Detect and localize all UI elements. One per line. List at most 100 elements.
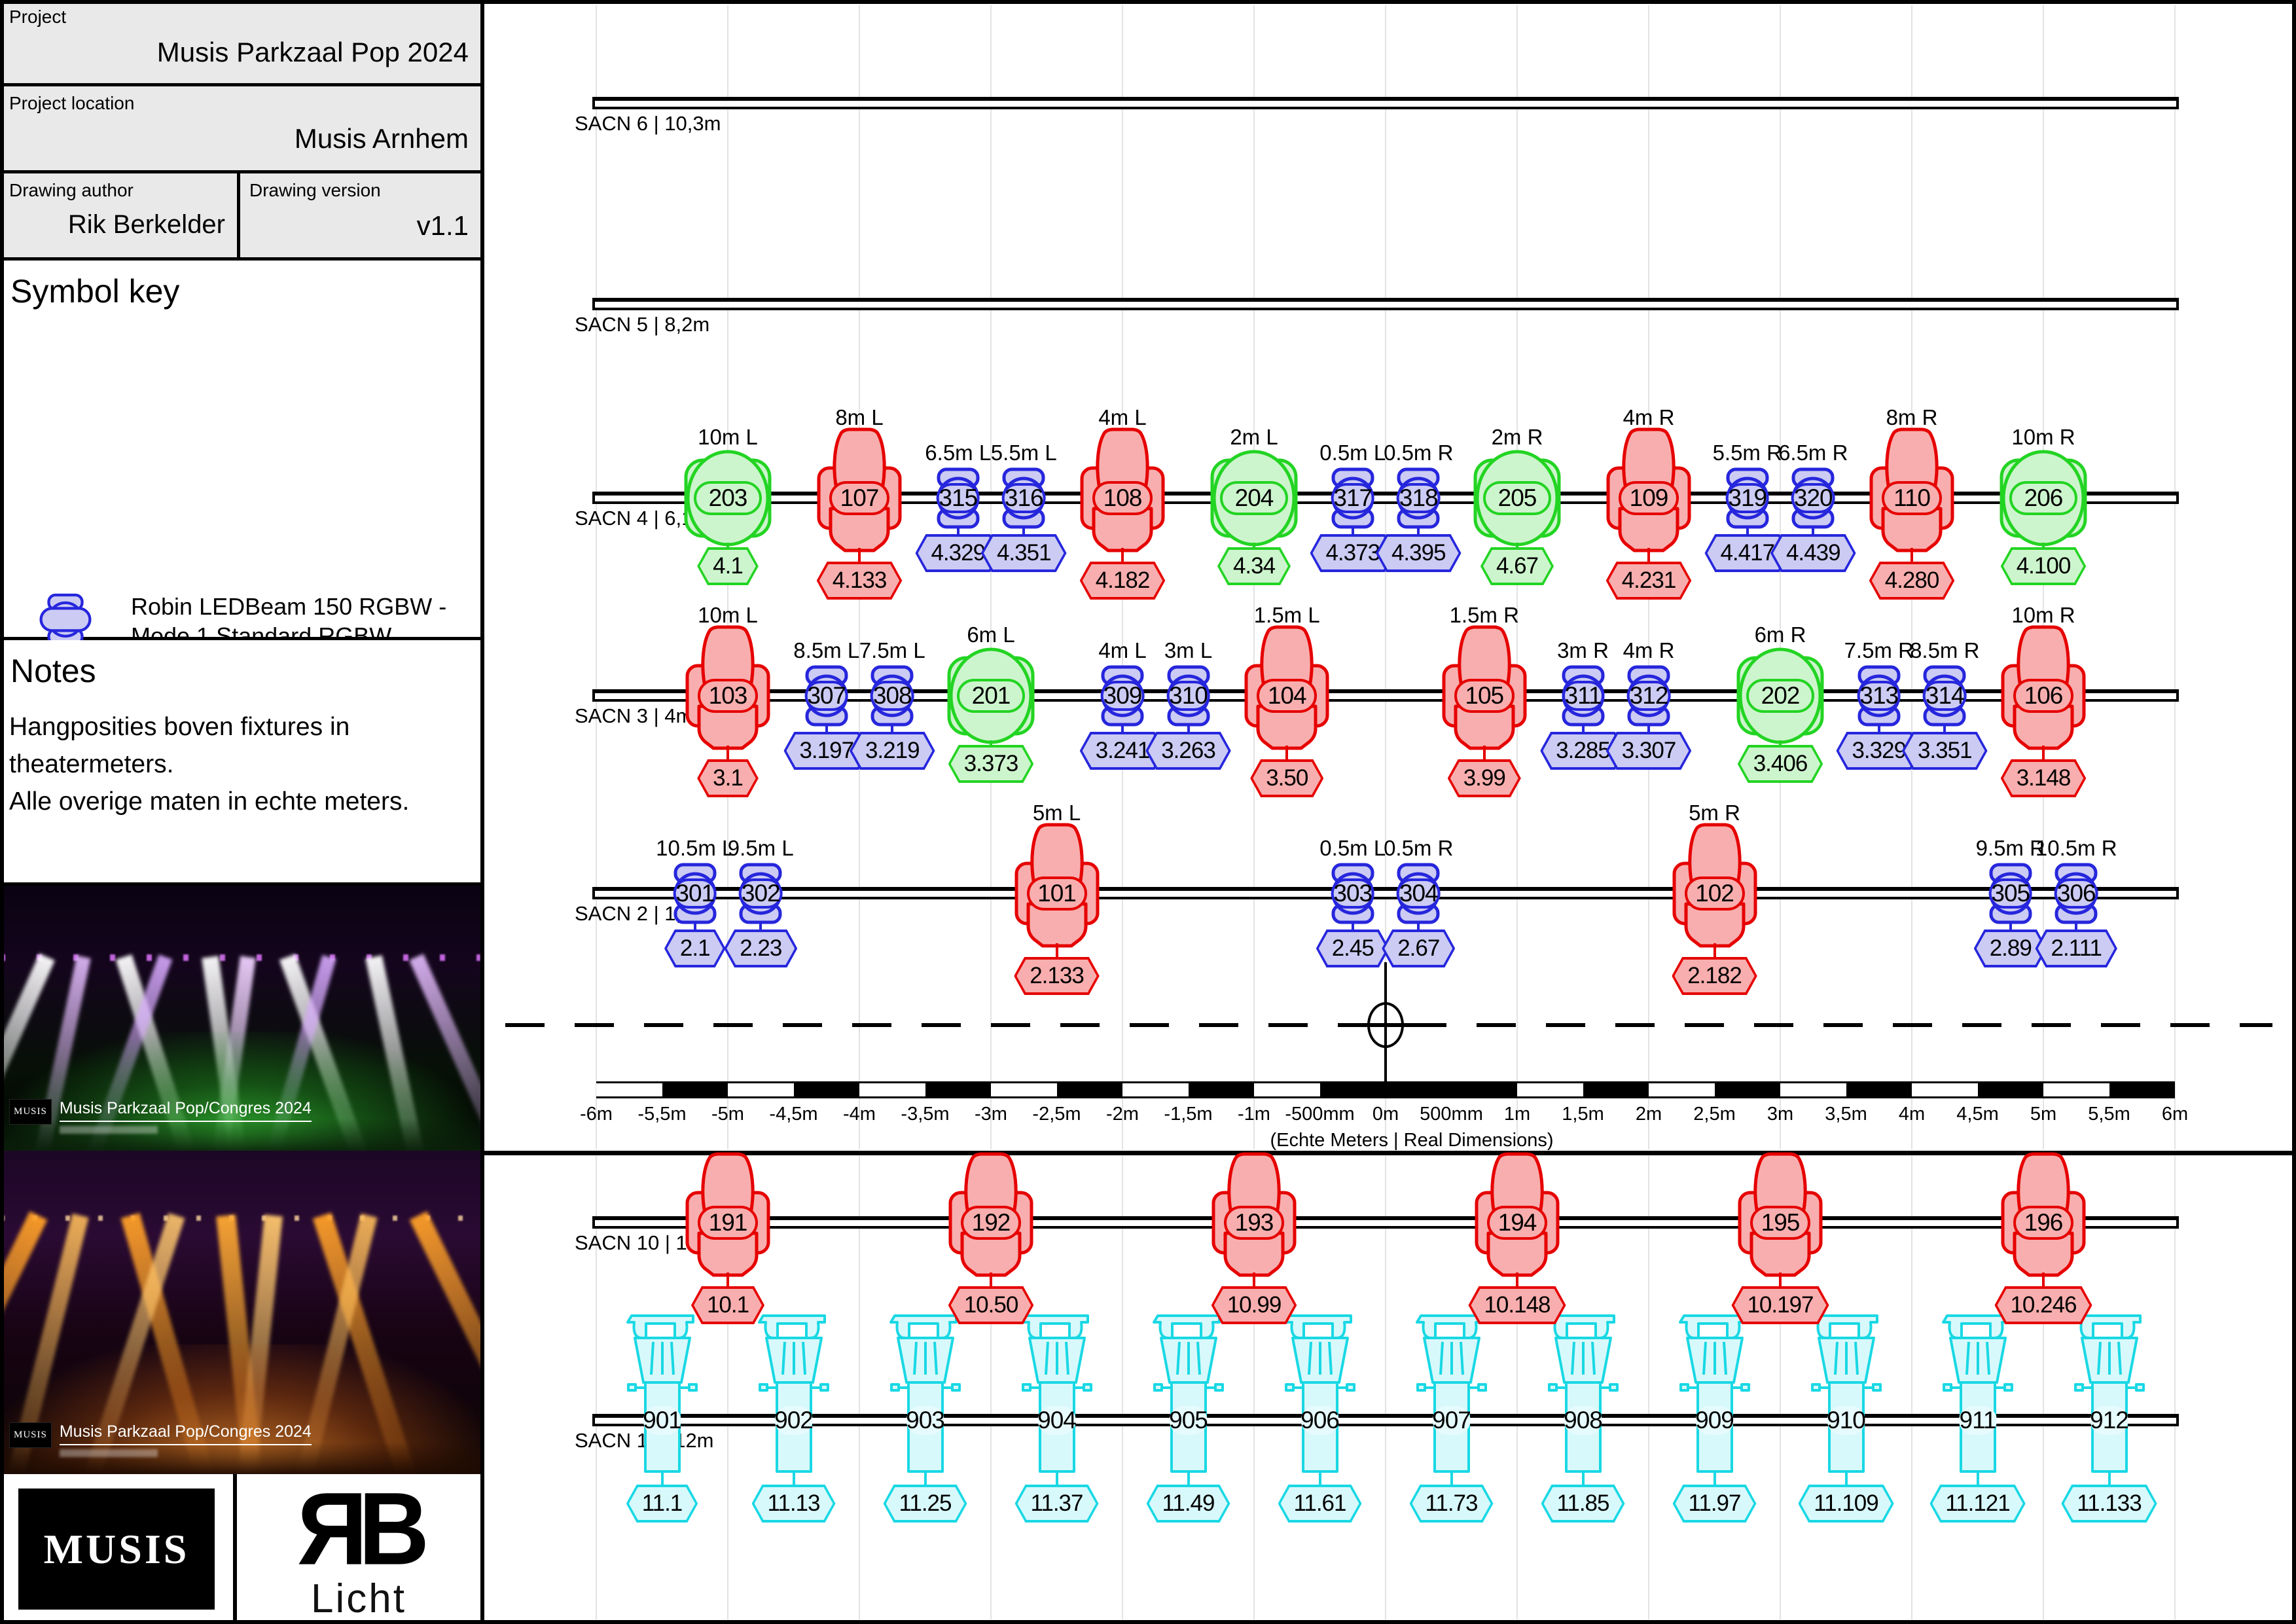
fixture-address-badge: 10.99 (1211, 1286, 1297, 1324)
ruler-tick-label: -5,5m (637, 1104, 687, 1125)
render-1-caption-title: Musis Parkzaal Pop/Congres 2024 (59, 1099, 312, 1122)
ruler-segment (1386, 1083, 1452, 1096)
fixture-position-label: 10.5m L (656, 836, 734, 860)
fixture-connector (792, 1470, 795, 1486)
fixture-connector (1877, 725, 1880, 733)
version-box: Drawing version v1.1 (240, 173, 480, 261)
fixture-position-label: 3m L (1164, 638, 1213, 662)
fixture-address-badge: 10.50 (948, 1286, 1034, 1324)
fixture-connector (693, 922, 696, 931)
fixture-position-label: 5.5m R (1712, 441, 1782, 465)
fixture-unit-badge: 204 (1220, 481, 1288, 515)
fixture-address-badge: 11.37 (1015, 1485, 1099, 1523)
symbol-key-title: Symbol key (10, 273, 180, 310)
ruler-tick-label: -5m (711, 1104, 744, 1125)
fixture-position-label: 10m R (2011, 603, 2075, 627)
fixture-connector (1187, 1470, 1190, 1486)
fixture-position-label: 0.5m R (1384, 836, 1454, 860)
s4-fixture-icon (1810, 1314, 1882, 1473)
fixture-unit-badge: 315 (936, 483, 980, 513)
fixture-unit-badge: 203 (694, 481, 762, 515)
fixture-unit-badge: 196 (2013, 1206, 2073, 1240)
fixture-connector (924, 1470, 927, 1486)
fixture-address-badge: 11.13 (752, 1485, 836, 1523)
fixture-connector (1121, 725, 1124, 733)
fixture-position-label: 5m R (1689, 801, 1740, 825)
fixture-position-label: 10.5m R (2035, 836, 2117, 860)
fixture-position-label: 8.5m L (793, 638, 860, 662)
project-value: Musis Parkzaal Pop 2024 (156, 37, 469, 67)
fixture-connector (1647, 548, 1650, 563)
fixture-position-label: 1.5m L (1253, 603, 1320, 627)
truss-bar-sacn11 (592, 1414, 2179, 1426)
ruler-segment (793, 1083, 859, 1096)
fixture-address-badge: 11.1 (626, 1485, 698, 1523)
gridline (1648, 1156, 1649, 1619)
fixture-connector (2042, 1272, 2045, 1288)
ruler-tick-label: -1,5m (1164, 1104, 1213, 1125)
fixture-position-label: 6.5m L (925, 441, 992, 465)
s4-fixture-icon (889, 1314, 961, 1473)
fixture-address-badge: 3.307 (1606, 732, 1692, 770)
fixture-connector (1253, 1272, 1255, 1288)
fixture-unit-badge: 908 (1564, 1406, 1603, 1435)
fixture-unit-badge: 316 (1001, 483, 1046, 513)
s4-fixture-icon (1020, 1314, 1092, 1473)
fixture-connector (956, 527, 960, 535)
fixture-address-badge: 10.1 (691, 1286, 764, 1324)
fixture-address-badge: 11.109 (1798, 1485, 1893, 1523)
notes-text: Hangposities boven fixtures in theaterme… (0, 690, 480, 820)
fixture-address-badge: 4.34 (1217, 547, 1291, 585)
fixture-unit-badge: 902 (774, 1406, 814, 1435)
ruler-segment (1056, 1083, 1122, 1096)
fixture-unit-badge: 202 (1746, 679, 1814, 713)
ruler-tick-label: -4,5m (769, 1104, 818, 1125)
ruler-segment (1977, 1083, 2043, 1096)
gridline (1385, 5, 1386, 1149)
fixture-address-badge: 4.417 (1704, 534, 1790, 572)
fixture-connector (2042, 746, 2045, 761)
fixture-unit-badge: 910 (1827, 1406, 1866, 1435)
rb-licht-text: Licht (311, 1576, 406, 1621)
ruler-tick-label: 1m (1503, 1104, 1531, 1125)
fixture-address-badge: 4.280 (1869, 562, 1955, 600)
fixture-unit-badge: 912 (2090, 1406, 2129, 1435)
fixture-position-label: 3m R (1557, 638, 1609, 662)
fixture-position-label: 0.5m L (1319, 441, 1386, 465)
fixture-position-label: 2m L (1230, 425, 1278, 449)
gridline (2174, 5, 2176, 1149)
fixture-position-label: 4m R (1623, 638, 1675, 662)
fixture-unit-badge: 201 (957, 679, 1025, 713)
fixture-unit-badge: 110 (1882, 481, 1942, 515)
fixture-address-badge: 2.89 (1974, 929, 2047, 967)
fixture-connector (2009, 922, 2012, 931)
ruler-tick-label: -2m (1106, 1104, 1139, 1125)
fixture-address-badge: 3.197 (783, 732, 869, 770)
gridline (1780, 5, 1781, 1149)
fixture-unit-badge: 205 (1483, 481, 1551, 515)
fixture-unit-badge: 105 (1454, 679, 1515, 713)
render-2-caption: MUSIS Musis Parkzaal Pop/Congres 2024 (9, 1422, 312, 1457)
fixture-address-badge: 4.1 (697, 547, 759, 585)
fixture-position-label: 4m L (1098, 638, 1147, 662)
fixture-unit-badge: 318 (1396, 483, 1441, 513)
notes-box: Notes Hangposities boven fixtures in the… (0, 640, 480, 886)
fixture-connector (1812, 527, 1815, 535)
fixture-address-badge: 3.263 (1145, 732, 1231, 770)
fixture-position-label: 0.5m R (1384, 441, 1454, 465)
render-1-caption-sub (59, 1126, 158, 1134)
musis-logo-text: MUSIS (43, 1525, 190, 1572)
ruler-tick-label: -2,5m (1032, 1104, 1081, 1125)
fixture-connector (1417, 527, 1420, 535)
fixture-position-label: 8m R (1886, 405, 1938, 429)
render-1-caption: MUSIS Musis Parkzaal Pop/Congres 2024 (9, 1099, 312, 1134)
ruler-segment (1583, 1083, 1649, 1096)
fixture-connector (726, 543, 729, 549)
fixture-connector (1713, 1470, 1716, 1486)
ruler-tick-label: 1,5m (1562, 1104, 1604, 1125)
fixture-address-badge: 10.148 (1468, 1286, 1566, 1324)
fixture-unit-badge: 106 (2013, 679, 2073, 713)
s4-fixture-icon (757, 1314, 829, 1473)
fixture-connector (1910, 548, 1913, 563)
fixture-address-badge: 11.121 (1929, 1485, 2025, 1523)
